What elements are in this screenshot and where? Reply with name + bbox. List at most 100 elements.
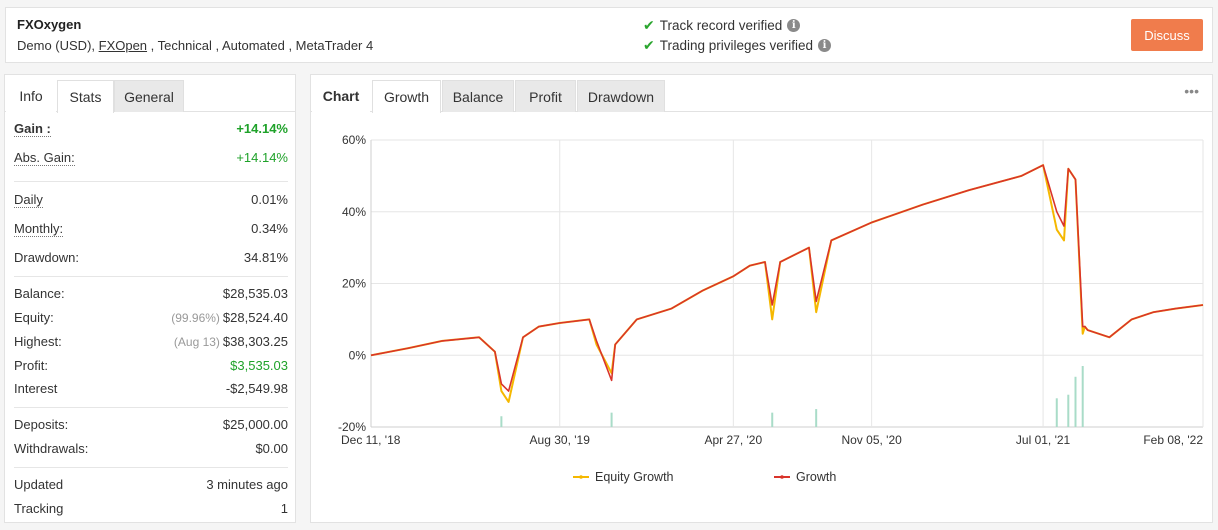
discuss-button[interactable]: Discuss (1131, 19, 1203, 51)
legend-label: Equity Growth (595, 470, 674, 484)
chart-series (370, 164, 1204, 403)
trading-privileges-verified: ✔ Trading privileges verified i (643, 37, 832, 54)
tab-general[interactable]: General (114, 80, 184, 112)
stat-withdrawals: Withdrawals: $0.00 (14, 441, 288, 463)
stat-interest: Interest -$2,549.98 (14, 381, 288, 403)
tab-drawdown[interactable]: Drawdown (577, 80, 665, 112)
stat-gain: Gain : +14.14% (14, 121, 288, 143)
x-tick-label: Feb 08, '22 (1143, 433, 1203, 447)
stat-daily: Daily 0.01% (14, 192, 288, 214)
y-tick-label: 40% (342, 205, 366, 219)
stat-label: Profit: (14, 358, 48, 373)
check-icon: ✔ (643, 17, 655, 33)
growth-line (370, 164, 1204, 392)
check-icon: ✔ (643, 37, 655, 53)
y-tick-label: 0% (349, 348, 367, 362)
stat-label: Equity: (14, 310, 54, 325)
volume-bar (771, 412, 774, 427)
tab-stats[interactable]: Stats (57, 80, 114, 113)
legend-label: Growth (796, 470, 836, 484)
info-icon[interactable]: i (818, 39, 832, 52)
x-axis-labels: Dec 11, '18 Aug 30, '19 Apr 27, '20 Nov 05,… (341, 433, 1203, 447)
stat-label: Withdrawals: (14, 441, 89, 456)
volume-bar (1055, 398, 1058, 427)
stat-label: Updated (14, 477, 64, 492)
equity-amount: $28,524.40 (222, 310, 288, 325)
stat-value: $25,000.00 (222, 417, 288, 432)
stat-profit: Profit: $3,535.03 (14, 358, 288, 380)
stat-equity: Equity: (99.96%) $28,524.40 (14, 310, 288, 332)
stat-label: Highest: (14, 334, 62, 349)
volume-bar (500, 416, 503, 427)
stat-label: Deposits: (14, 417, 69, 432)
x-tick-label: Dec 11, '18 (341, 433, 401, 447)
growth-chart: 60% 40% 20% 0% -20% Dec 11, '18 Aug 30, '19 Ap… (338, 133, 1204, 484)
stat-drawdown: Drawdown: 34.81% (14, 250, 288, 272)
divider (14, 181, 288, 182)
stat-label[interactable]: Gain : (14, 121, 51, 137)
chart-panel: Chart Growth Balance Profit Drawdown •••… (310, 74, 1213, 523)
trading-privileges-label: Trading privileges verified (659, 38, 814, 53)
stat-label: Drawdown: (14, 250, 80, 265)
chart-menu-icon[interactable]: ••• (1184, 83, 1199, 99)
x-tick-label: Jul 01, '21 (1016, 433, 1071, 447)
system-meta: Demo (USD), FXOpen , Technical , Automat… (17, 38, 373, 53)
highest-date: (Aug 13) (173, 335, 220, 349)
divider (14, 407, 288, 408)
stat-tracking: Tracking 1 (14, 501, 288, 523)
volume-bars (500, 366, 1084, 427)
stat-value: (99.96%) $28,524.40 (171, 310, 288, 325)
stat-value: $0.00 (255, 441, 288, 456)
volume-bar (1074, 376, 1077, 427)
x-tick-label: Aug 30, '19 (530, 433, 591, 447)
x-tick-label: Apr 27, '20 (704, 433, 762, 447)
chart-legend: Equity Growth Growth (573, 470, 836, 484)
track-record-label: Track record verified (659, 18, 783, 33)
volume-bar (815, 409, 818, 427)
tab-balance[interactable]: Balance (442, 80, 514, 112)
stat-value: 0.34% (251, 221, 288, 236)
legend-marker (780, 475, 784, 479)
stat-monthly: Monthly: 0.34% (14, 221, 288, 243)
tab-chart[interactable]: Chart (312, 80, 370, 112)
stat-label: Balance: (14, 286, 65, 301)
broker-link[interactable]: FXOpen (98, 38, 148, 53)
stat-label[interactable]: Monthly: (14, 221, 64, 237)
stats-tabs: Info Stats General (5, 75, 295, 113)
stat-label[interactable]: Daily (14, 192, 43, 208)
divider (14, 467, 288, 468)
stat-value: 3 minutes ago (206, 477, 288, 492)
chart-tabs: Chart Growth Balance Profit Drawdown ••• (311, 75, 1212, 113)
x-tick-label: Nov 05, '20 (841, 433, 902, 447)
tab-info[interactable]: Info (6, 80, 56, 112)
info-icon[interactable]: i (787, 19, 801, 32)
y-axis-labels: 60% 40% 20% 0% -20% (338, 133, 366, 434)
stat-label: Interest (14, 381, 58, 396)
stat-updated: Updated 3 minutes ago (14, 477, 288, 499)
stat-label[interactable]: Abs. Gain: (14, 150, 75, 166)
equity-percent: (99.96%) (171, 311, 220, 325)
chart-grid (370, 139, 1204, 428)
stat-abs-gain: Abs. Gain: +14.14% (14, 150, 288, 172)
tab-profit[interactable]: Profit (515, 80, 576, 112)
track-record-verified: ✔ Track record verified i (643, 17, 801, 34)
y-tick-label: -20% (338, 420, 366, 434)
stat-label: Tracking (14, 501, 64, 516)
meta-prefix: Demo (USD), (17, 38, 99, 53)
stat-highest: Highest: (Aug 13) $38,303.25 (14, 334, 288, 356)
stat-balance: Balance: $28,535.03 (14, 286, 288, 308)
meta-suffix: , Technical , Automated , MetaTrader 4 (147, 38, 374, 53)
stat-deposits: Deposits: $25,000.00 (14, 417, 288, 439)
stat-value: 0.01% (251, 192, 288, 207)
stats-panel: Info Stats General Gain : +14.14% Abs. G… (4, 74, 296, 523)
volume-bar (1081, 366, 1084, 427)
stat-value: 1 (280, 501, 288, 516)
stat-value: -$2,549.98 (225, 381, 288, 396)
system-name: FXOxygen (17, 17, 82, 32)
highest-amount: $38,303.25 (222, 334, 288, 349)
volume-bar (610, 412, 613, 427)
stat-value: (Aug 13) $38,303.25 (174, 334, 288, 349)
y-tick-label: 20% (342, 277, 366, 291)
stat-value: 34.81% (243, 250, 288, 265)
tab-growth[interactable]: Growth (372, 80, 441, 113)
